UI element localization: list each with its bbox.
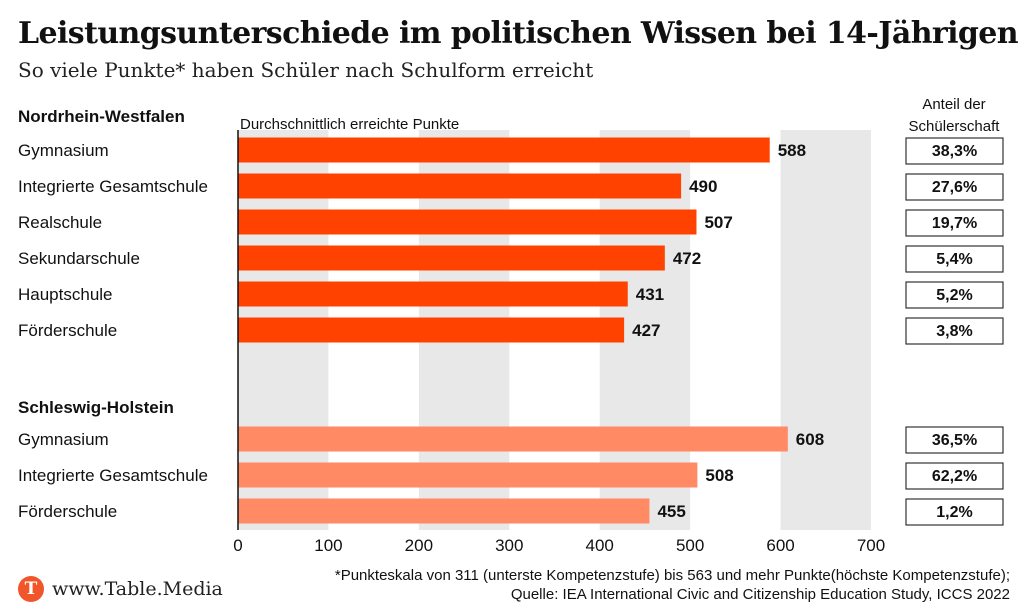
share-header: Schülerschaft	[909, 118, 1001, 135]
share-value: 19,7%	[932, 215, 977, 232]
category-label: Hauptschule	[18, 285, 113, 304]
value-label: 490	[689, 177, 717, 196]
footnote-source: Quelle: IEA International Civic and Citi…	[510, 586, 1010, 603]
brand-name: www.Table.Media	[52, 578, 223, 600]
category-label: Förderschule	[18, 502, 117, 521]
table-media-logo-icon: T	[18, 576, 44, 602]
category-label: Realschule	[18, 213, 102, 232]
category-label: Förderschule	[18, 321, 117, 340]
x-tick-label: 600	[766, 536, 794, 555]
bar	[238, 498, 650, 524]
share-value: 5,4%	[936, 251, 972, 268]
category-label: Integrierte Gesamtschule	[18, 177, 208, 196]
value-label: 608	[796, 430, 824, 449]
x-tick-label: 200	[405, 536, 433, 555]
footnote-scale: *Punkteskala von 311 (unterste Kompetenz…	[334, 567, 1010, 584]
share-box	[905, 281, 1004, 309]
x-tick-label: 700	[857, 536, 885, 555]
chart-subtitle: So viele Punkte* haben Schüler nach Schu…	[18, 58, 594, 82]
category-label: Sekundarschule	[18, 249, 140, 268]
value-label: 455	[657, 502, 685, 521]
share-value: 3,8%	[936, 323, 972, 340]
bar	[238, 173, 682, 199]
grid-band	[780, 130, 871, 530]
x-tick-label: 100	[314, 536, 342, 555]
bar	[238, 317, 625, 343]
bar	[238, 245, 665, 271]
share-box	[905, 245, 1004, 273]
category-label: Integrierte Gesamtschule	[18, 466, 208, 485]
value-label: 431	[636, 285, 664, 304]
share-box	[905, 209, 1004, 237]
x-tick-label: 500	[676, 536, 704, 555]
share-box	[905, 137, 1004, 165]
x-tick-label: 0	[233, 536, 242, 555]
share-box	[905, 498, 1004, 526]
bar-chart: Durchschnittlich erreichte Punkte Anteil …	[18, 96, 1004, 555]
bar	[238, 462, 698, 488]
bar	[238, 281, 628, 307]
share-box	[905, 462, 1004, 490]
share-value: 27,6%	[932, 179, 977, 196]
share-box	[905, 426, 1004, 454]
share-value: 1,2%	[936, 504, 972, 521]
value-label: 508	[705, 466, 733, 485]
share-value: 62,2%	[932, 468, 977, 485]
category-label: Gymnasium	[18, 141, 109, 160]
value-label: 588	[778, 141, 806, 160]
value-label: 507	[704, 213, 732, 232]
share-box	[905, 173, 1004, 201]
share-value: 38,3%	[932, 143, 977, 160]
x-tick-label: 300	[495, 536, 523, 555]
x-axis-label: Durchschnittlich erreichte Punkte	[240, 116, 459, 133]
share-value: 5,2%	[936, 287, 972, 304]
bar	[238, 209, 697, 235]
chart-title: Leistungsunterschiede im politischen Wis…	[18, 16, 1019, 51]
x-tick-label: 400	[586, 536, 614, 555]
group-title: Nordrhein-Westfalen	[18, 107, 185, 126]
share-value: 36,5%	[932, 432, 977, 449]
bar	[238, 426, 788, 452]
bar	[238, 137, 770, 163]
share-header: Anteil der	[922, 96, 985, 113]
value-label: 472	[673, 249, 701, 268]
footnote: *Punkteskala von 311 (unterste Kompetenz…	[335, 566, 1010, 604]
value-label: 427	[632, 321, 660, 340]
share-box	[905, 317, 1004, 345]
group-title: Schleswig-Holstein	[18, 398, 174, 417]
category-label: Gymnasium	[18, 430, 109, 449]
